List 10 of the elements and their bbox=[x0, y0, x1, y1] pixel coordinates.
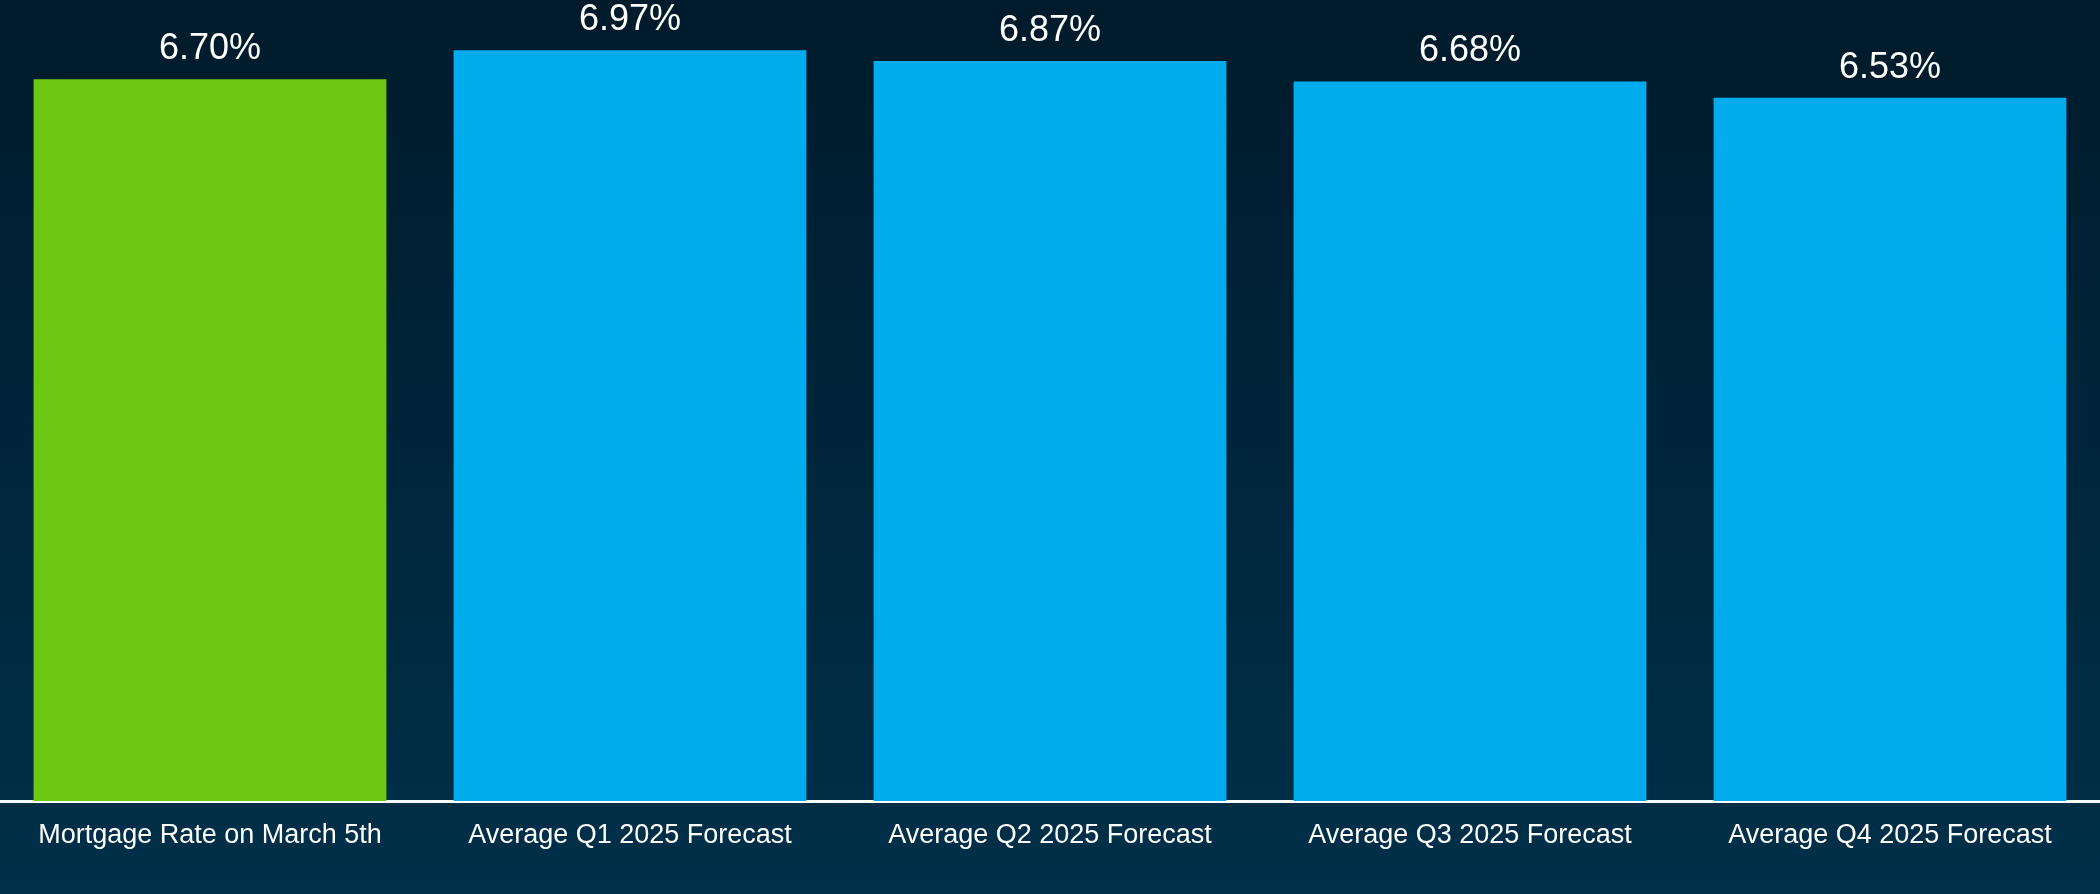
x-tick-label: Average Q2 2025 Forecast bbox=[888, 818, 1213, 849]
x-tick-label: Mortgage Rate on March 5th bbox=[38, 818, 382, 849]
x-tick-label: Average Q4 2025 Forecast bbox=[1728, 818, 2053, 849]
data-label: 6.87% bbox=[998, 7, 1102, 49]
x-tick-label: Average Q3 2025 Forecast bbox=[1308, 818, 1633, 849]
x-tick-label: Average Q1 2025 Forecast bbox=[468, 818, 793, 849]
data-label: 6.70% bbox=[158, 26, 262, 68]
data-label: 6.68% bbox=[1418, 28, 1522, 70]
data-label: 6.97% bbox=[578, 0, 682, 39]
data-label: 6.53% bbox=[1838, 44, 1942, 86]
